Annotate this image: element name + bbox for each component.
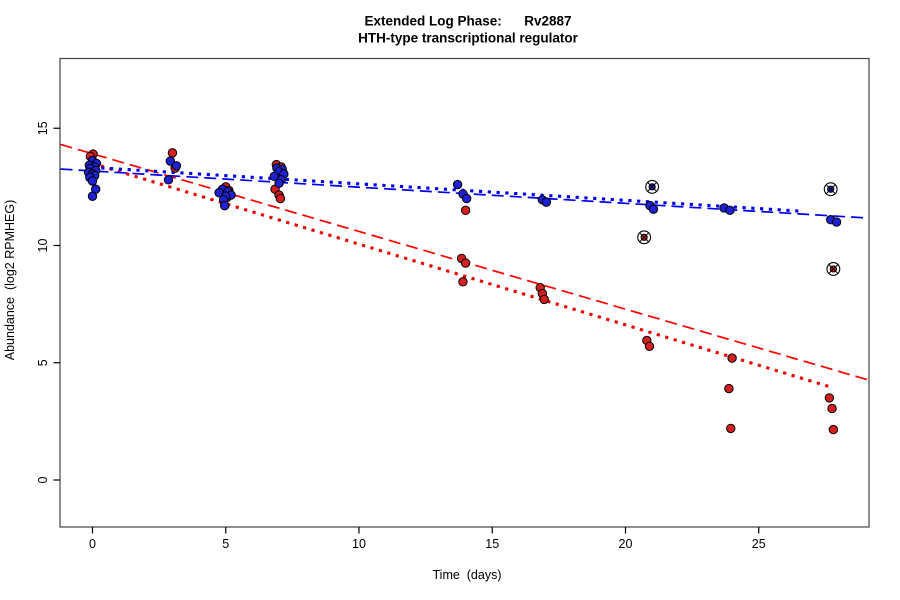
blue-point — [274, 178, 284, 189]
blue-flagged-point — [823, 182, 838, 197]
red-flagged-point — [826, 262, 841, 276]
red-dotted-fit — [92, 161, 834, 390]
y-tick-label: 10 — [36, 239, 50, 253]
flag-cross-2 — [825, 184, 836, 195]
x-tick-label: 0 — [89, 537, 96, 551]
blue-point — [461, 193, 472, 204]
blue-point — [831, 217, 842, 227]
red-point — [460, 258, 471, 268]
x-tick-label: 20 — [619, 537, 633, 551]
red-point — [726, 423, 736, 434]
red-point — [727, 353, 737, 363]
x-axis-label: Time (days) — [433, 568, 502, 582]
flag-cross-2 — [828, 263, 839, 274]
red-point — [828, 424, 839, 435]
x-tick-label: 25 — [752, 537, 766, 551]
red-point — [827, 403, 837, 414]
flag-cross-2 — [647, 181, 658, 192]
plot-title-line1: Extended Log Phase: Rv2887 — [364, 14, 571, 29]
y-tick-label: 5 — [36, 359, 50, 366]
red-point — [460, 205, 471, 216]
flag-circle — [823, 182, 838, 197]
flag-circle — [826, 262, 841, 276]
blue-flagged-point — [645, 179, 660, 194]
y-tick-label: 15 — [36, 121, 50, 135]
x-tick-label: 5 — [222, 537, 229, 551]
red-point — [824, 393, 835, 403]
red-point — [539, 294, 549, 305]
blue-point — [541, 197, 552, 207]
x-tick-label: 10 — [352, 537, 366, 551]
blue-point — [163, 175, 174, 185]
y-tick-label: 0 — [36, 476, 50, 483]
plot-title-line2: HTH-type transcriptional regulator — [358, 31, 579, 46]
red-point — [275, 193, 286, 204]
red-point — [458, 277, 468, 287]
blue-point — [452, 179, 463, 190]
red-point — [167, 148, 178, 158]
flag-circle — [645, 179, 660, 194]
red-point — [644, 341, 655, 352]
axis-ticks: 0 5 10 15 20 25 0 5 10 15 — [36, 121, 766, 551]
flag-circle — [637, 230, 652, 245]
blue-point — [648, 204, 659, 214]
data-points — [83, 148, 842, 435]
blue-point — [87, 176, 98, 186]
blue-point — [219, 200, 230, 211]
red-flagged-point — [637, 230, 652, 245]
x-tick-label: 15 — [485, 537, 499, 551]
blue-point — [165, 156, 176, 166]
y-axis-label: Abundance (log2 RPMHEG) — [3, 200, 17, 361]
flag-cross-2 — [639, 232, 650, 243]
blue-point — [171, 161, 182, 171]
red-point — [724, 383, 734, 394]
plot-border — [59, 57, 870, 528]
blue-point — [725, 205, 735, 216]
blue-dotted-fit — [92, 165, 799, 213]
blue-point — [87, 191, 98, 201]
plot-box — [59, 57, 870, 528]
